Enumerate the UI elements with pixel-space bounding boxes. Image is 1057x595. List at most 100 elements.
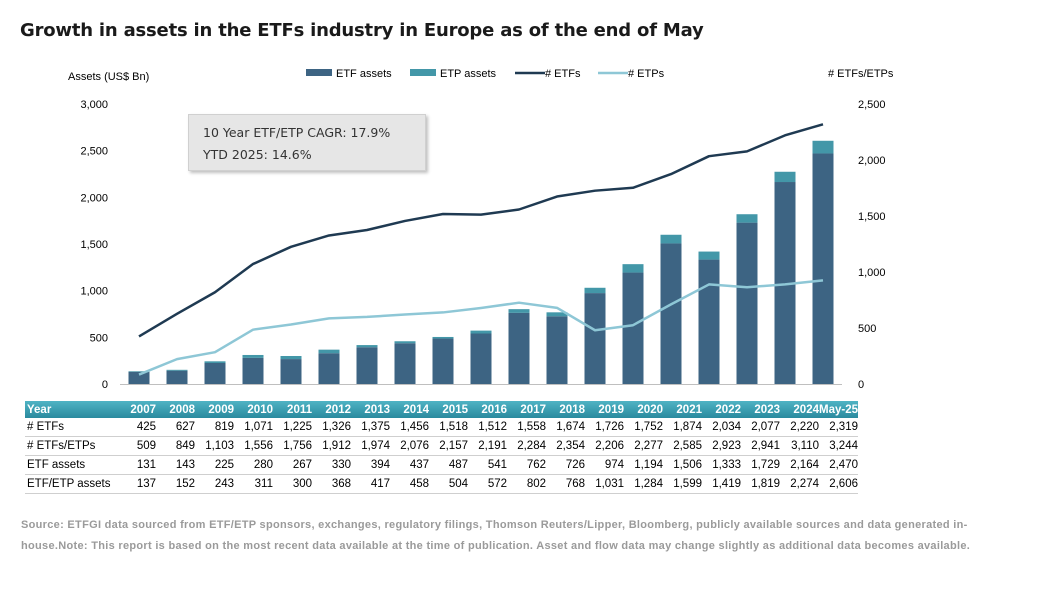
etp-assets-bar [128,371,150,372]
y-left-tick-label: 0 [102,379,108,391]
table-cell: 1,225 [273,418,312,437]
table-header-cell: 2020 [637,403,663,416]
table-cell: 2,220 [780,418,819,437]
table-cell: 2,164 [780,455,819,475]
table-cell: 1,512 [468,418,507,437]
etf-assets-bar [242,357,264,384]
table-cell: 267 [273,455,312,475]
etf-assets-bar [204,363,226,384]
etf-assets-bar [508,312,530,384]
etf-assets-bar [584,293,606,384]
y-right-tick-label: 500 [858,323,876,335]
table-cell: 2,034 [702,418,741,437]
y-right-tick-label: 1,500 [858,211,886,223]
etp-assets-bar [508,309,530,313]
table-header-row: Year 2007 2008 2009 2010 2011 2012 2013 2014 2015… [25,401,858,418]
table-cell: 1,194 [624,455,663,475]
table-cell: 368 [312,474,351,494]
etp-assets-bar [432,336,454,339]
etp-assets-bar [318,349,340,354]
etf-assets-bar [736,222,758,384]
etp-assets-bar [812,140,834,154]
table-cell: 152 [156,474,195,494]
table-cell: 2,319 [819,418,858,437]
data-table: Year 2007 2008 2009 2010 2011 2012 2013 2014 2015… [25,401,858,494]
table-cell: 1,071 [234,418,273,437]
table-cell: 143 [156,455,195,475]
etp-assets-bar [774,171,796,183]
table-cell: 225 [195,455,234,475]
legend-label-etf-assets: ETF assets [336,68,392,80]
cagr-note-box: 10 Year ETF/ETP CAGR: 17.9% YTD 2025: 14… [188,114,426,171]
etf-assets-bar [622,272,644,384]
etf-assets-bar [812,153,834,384]
etps-count-line [138,279,824,376]
etp-assets-bar [280,356,302,360]
table-row-label: ETF/ETP assets [25,474,117,494]
table-row: ETF/ETP assets 137 152 243 311 300 368 417 458 50… [25,474,858,494]
table-header-cell: 2011 [287,403,312,416]
table-cell: 1,456 [390,418,429,437]
etf-assets-bar [128,371,150,384]
y-axis-left-title: Assets (US$ Bn) [68,71,149,83]
y-right-tick-label: 0 [858,379,864,391]
etp-assets-bar [356,345,378,348]
table-cell: 1,103 [195,436,234,456]
chart-title: Growth in assets in the ETFs industry in… [20,20,704,41]
table-header-cell: 2013 [364,403,390,416]
table-cell: 2,606 [819,474,858,494]
table-cell: 2,923 [702,436,741,456]
table-cell: 726 [546,455,585,475]
etp-assets-bar [622,264,644,273]
table-header-cell: 2017 [520,403,546,416]
table-cell: 1,333 [702,455,741,475]
table-cell: 541 [468,455,507,475]
table-cell: 487 [429,455,468,475]
table-cell: 1,729 [741,455,780,475]
table-header-cell: May-25 [819,403,858,416]
y-left-tick-label: 2,000 [80,192,108,204]
table-header-cell: 2022 [715,403,741,416]
table-cell: 572 [468,474,507,494]
table-cell: 1,874 [663,418,702,437]
table-header-cell: 2012 [325,403,351,416]
etf-assets-bar [432,338,454,384]
table-cell: 2,941 [741,436,780,456]
y-left-tick-label: 3,000 [80,99,108,111]
table-header-cell: 2021 [676,403,702,416]
table-cell: 2,354 [546,436,585,456]
table-header-cell: 2018 [559,403,585,416]
table-cell: 1,974 [351,436,390,456]
y-right-tick-label: 2,000 [858,155,886,167]
table-cell: 425 [117,418,156,437]
table-header-cell: 2014 [403,403,429,416]
table-header-cell: 2024 [793,403,819,416]
table-cell: 394 [351,455,390,475]
table-cell: 311 [234,474,273,494]
table-cell: 627 [156,418,195,437]
table-cell: 974 [585,455,624,475]
table-cell: 330 [312,455,351,475]
etf-assets-bar [470,333,492,384]
table-cell: 2,470 [819,455,858,475]
etf-assets-bar [698,259,720,384]
table-cell: 2,274 [780,474,819,494]
etp-assets-bar [584,287,606,294]
table-cell: 802 [507,474,546,494]
table-cell: 131 [117,455,156,475]
y-right-tick-label: 1,000 [858,267,886,279]
etf-assets-bar [166,370,188,384]
table-cell: 1,819 [741,474,780,494]
table-cell: 1,506 [663,455,702,475]
table-cell: 1,912 [312,436,351,456]
ytd-text: YTD 2025: 14.6% [203,147,312,162]
etf-assets-bar [318,353,340,384]
table-cell: 1,375 [351,418,390,437]
table-cell: 1,756 [273,436,312,456]
table-cell: 458 [390,474,429,494]
table-cell: 417 [351,474,390,494]
etp-assets-bar [242,354,264,358]
table-cell: 1,752 [624,418,663,437]
cagr-text: 10 Year ETF/ETP CAGR: 17.9% [203,125,391,140]
table-cell: 1,518 [429,418,468,437]
